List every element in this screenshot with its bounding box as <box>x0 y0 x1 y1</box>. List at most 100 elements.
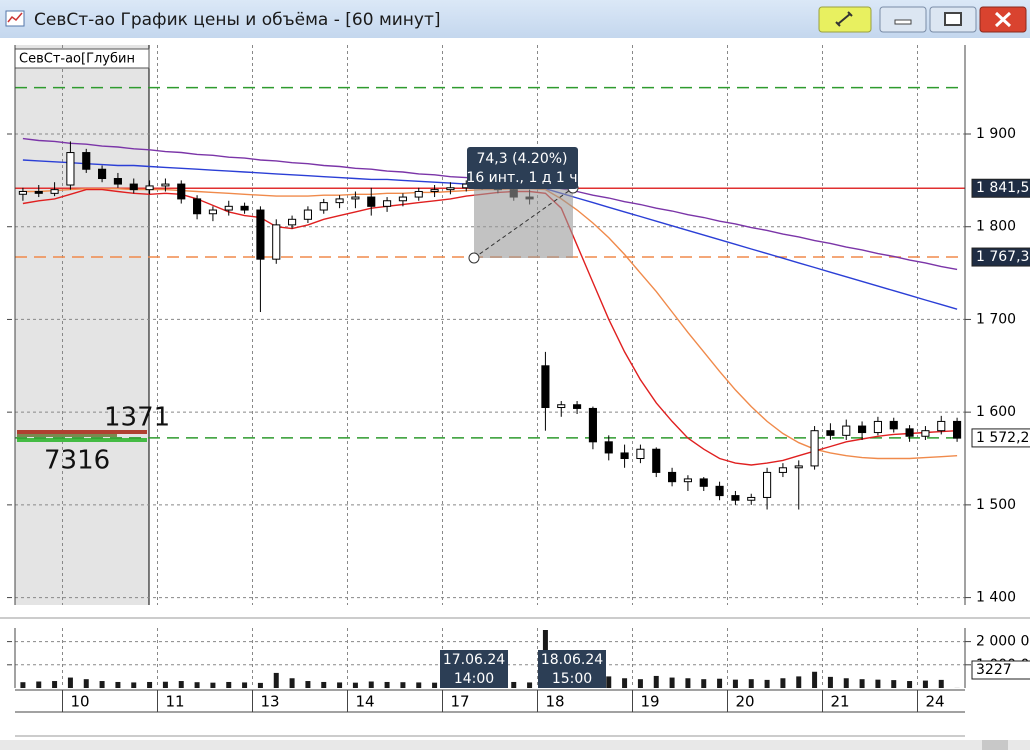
candle-body <box>303 209 312 220</box>
y-tick-label: 2 000 0 <box>976 634 1029 650</box>
volume-current-box <box>971 660 1030 680</box>
volume-bar <box>922 680 928 688</box>
candle-body <box>810 430 819 467</box>
volume-bar <box>400 682 406 688</box>
volume-bar <box>843 678 849 688</box>
close-icon <box>994 11 1012 28</box>
candle-body <box>98 168 107 180</box>
date-label: 24 <box>926 693 945 711</box>
volume-bar <box>210 682 216 688</box>
candle-body <box>383 200 392 207</box>
y-tick-label: 1 500 <box>976 497 1016 513</box>
date-label: 21 <box>831 693 850 711</box>
candle-body <box>351 196 360 200</box>
link-button[interactable] <box>818 6 872 33</box>
candle-body <box>826 430 835 436</box>
volume-bar <box>162 681 168 688</box>
volume-bar <box>637 679 643 688</box>
ask-bar <box>17 434 117 437</box>
volume-bar <box>321 681 327 688</box>
volume-bar <box>99 681 105 688</box>
measure-tooltip <box>467 147 578 189</box>
volume-bar <box>891 680 897 688</box>
candle-body <box>937 420 946 432</box>
price-level-label-box <box>971 247 1030 267</box>
date-label: 13 <box>261 693 280 711</box>
volume-bar <box>337 682 343 688</box>
candle-body <box>335 198 344 204</box>
ask-bar <box>17 430 147 434</box>
scrollbar[interactable] <box>0 740 1030 750</box>
y-tick-label: 1 600 <box>976 404 1016 420</box>
volume-bar <box>717 678 723 688</box>
scrollbar-thumb[interactable] <box>982 740 1008 750</box>
maximize-icon <box>944 12 962 26</box>
app-icon-line <box>7 12 23 23</box>
volume-bar <box>653 675 659 688</box>
volume-bar <box>732 679 738 688</box>
volume-bar <box>622 678 628 688</box>
bid-bar <box>17 438 147 442</box>
price-level-label: 1 572,2 <box>976 430 1029 446</box>
candle-body <box>145 185 154 191</box>
measure-start <box>468 252 480 264</box>
candle-body <box>794 465 803 469</box>
candle-body <box>668 471 677 483</box>
price-level-label: 1 767,3 <box>976 249 1029 265</box>
candle-body <box>652 448 661 473</box>
minimize-icon <box>894 19 912 25</box>
volume-bar <box>606 676 612 688</box>
cursor-time: 14:00 <box>454 671 494 687</box>
candle-body <box>414 190 423 198</box>
volume-bar <box>780 678 786 688</box>
candle-body <box>921 430 930 437</box>
y-tick-label: 1 700 <box>976 311 1016 327</box>
cursor-date: 17.06.24 <box>443 652 505 668</box>
y-tick-label: 1 900 <box>976 126 1016 142</box>
candle-body <box>430 189 439 192</box>
volume-bar <box>416 682 422 688</box>
date-label: 20 <box>736 693 755 711</box>
candle-body <box>588 407 597 443</box>
volume-bar <box>384 681 390 688</box>
candle-body <box>446 187 455 191</box>
volume-bar <box>527 682 533 688</box>
volume-bar <box>67 677 73 688</box>
volume-bar <box>748 679 754 688</box>
candle-body <box>573 404 582 409</box>
volume-bar <box>669 677 675 688</box>
price-level-label-box <box>971 178 1030 198</box>
measure-change: 74,3 (4.20%) <box>476 151 567 167</box>
candle-body <box>715 485 724 497</box>
candle-body <box>541 365 550 409</box>
volume-bar <box>701 679 707 688</box>
order-book-panel <box>15 45 149 605</box>
volume-bar <box>875 679 881 688</box>
candle-body <box>873 420 882 434</box>
volume-bar <box>368 681 374 688</box>
y-tick-label: 1 400 <box>976 590 1016 606</box>
candle-body <box>763 471 772 498</box>
candle-body <box>66 152 75 186</box>
cursor-label-box <box>440 650 508 688</box>
measure-tool: 74,3 (4.20%) 16 инт., 1 д 1 ч 17.06.24 1… <box>440 147 606 688</box>
candle-body <box>34 190 43 194</box>
candle-body <box>177 183 186 200</box>
volume-bar <box>83 679 89 688</box>
candle-body <box>889 420 898 430</box>
grid <box>15 45 965 688</box>
candle-body <box>18 190 27 195</box>
chart-area <box>0 38 1030 750</box>
candle-body <box>129 183 138 191</box>
volume-bar <box>52 681 58 688</box>
cursor-date: 18.06.24 <box>541 652 603 668</box>
date-label: 10 <box>71 693 90 711</box>
volume-bar <box>131 682 137 688</box>
volume-bar <box>685 678 691 688</box>
candle-body <box>842 425 851 436</box>
candle-body <box>604 441 613 454</box>
candle-body <box>161 183 170 187</box>
volume-bar <box>827 676 833 688</box>
